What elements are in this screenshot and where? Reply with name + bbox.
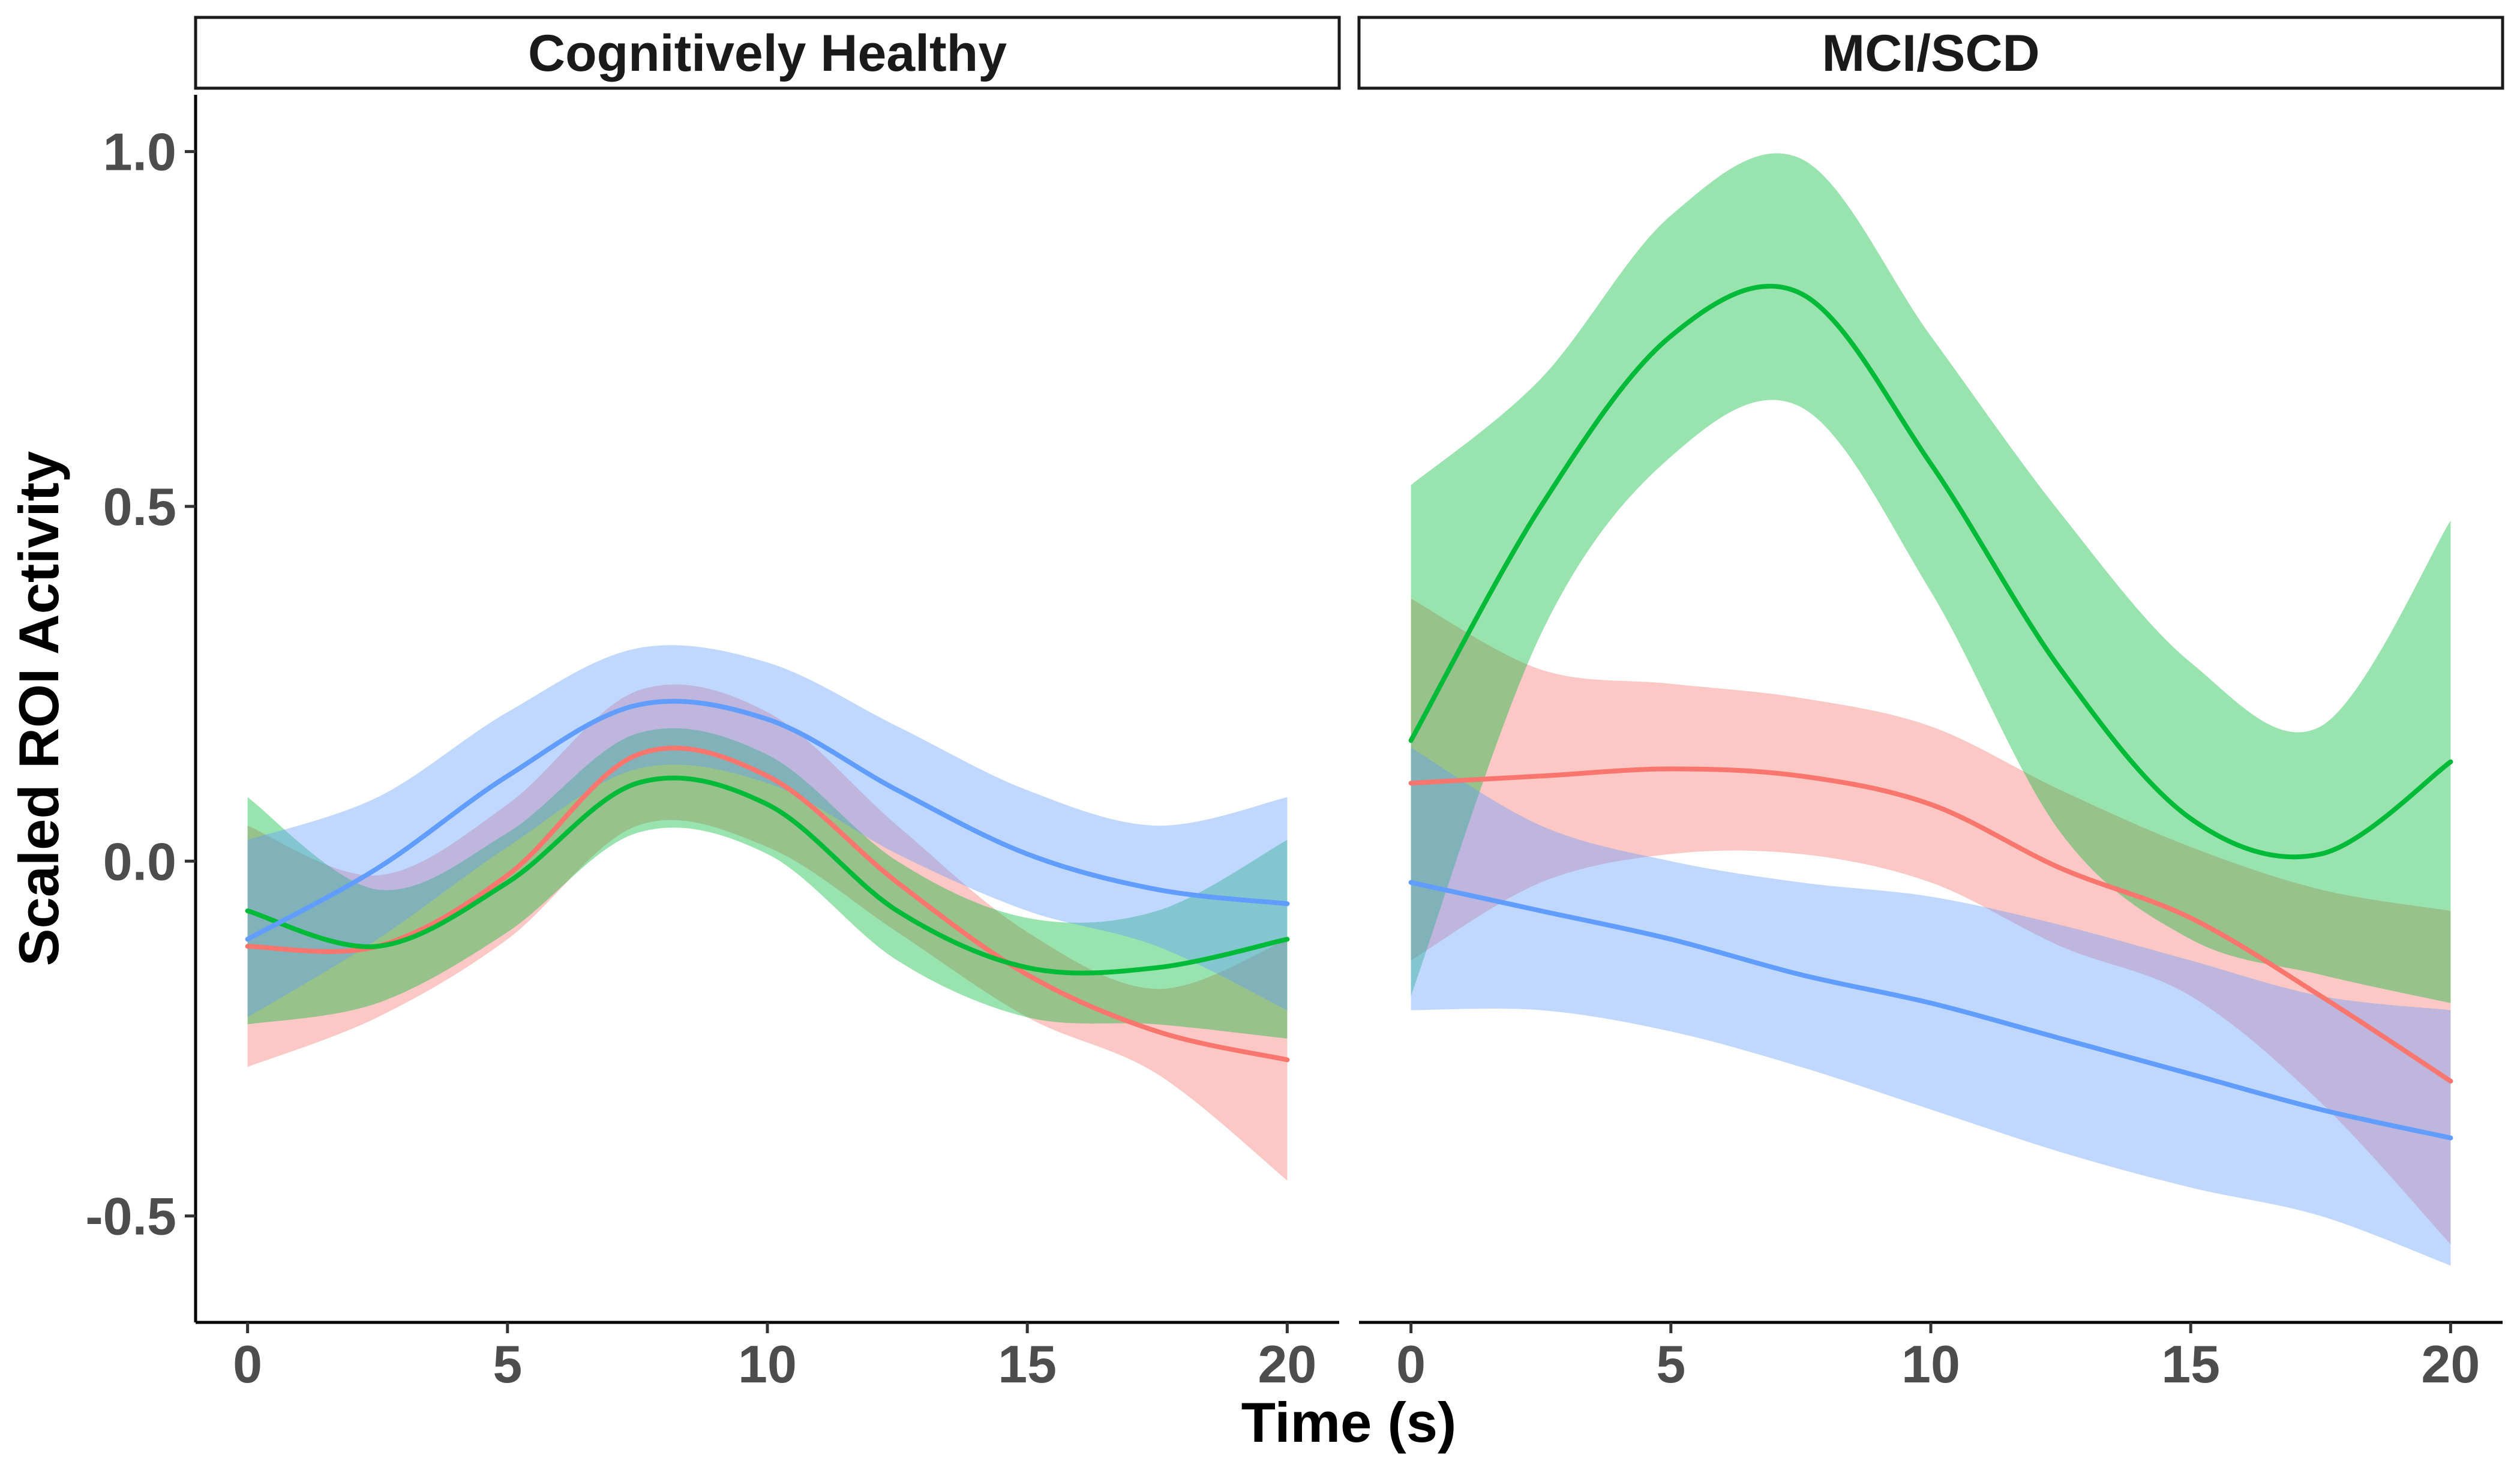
x-tick-label: 10 xyxy=(1901,1334,1960,1394)
series-lines xyxy=(1408,283,2453,1141)
confidence-band-3 xyxy=(1411,748,2451,1266)
y-tick-label: -0.5 xyxy=(85,1187,176,1246)
series-line-3 xyxy=(245,698,1290,942)
x-tick-label: 10 xyxy=(738,1334,797,1394)
panel-cognitively-healthy: Cognitively Healthy 0 5 10 15 20 -0.5 0.0 0.5 1… xyxy=(85,16,1341,1394)
confidence-band-3 xyxy=(247,645,1288,1018)
x-tick-label: 20 xyxy=(2421,1334,2480,1394)
x-tick-label: 20 xyxy=(1258,1334,1316,1394)
confidence-band-1 xyxy=(1411,598,2451,1244)
y-tick-label: 0.0 xyxy=(103,832,176,891)
confidence-bands xyxy=(1411,153,2451,1266)
x-axis-title: Time (s) xyxy=(1241,1391,1457,1454)
confidence-band-2 xyxy=(247,728,1288,1039)
strip-box xyxy=(194,16,1341,90)
y-tick-label: 0.5 xyxy=(103,477,176,536)
panel-title: MCI/SCD xyxy=(1822,25,2039,82)
series-line-1 xyxy=(245,745,1290,1063)
confidence-bands xyxy=(247,645,1288,1181)
x-ticks: 0 5 10 15 20 xyxy=(233,1322,1316,1394)
x-tick-label: 15 xyxy=(998,1334,1057,1394)
x-ticks: 0 5 10 15 20 xyxy=(1396,1322,2480,1394)
x-tick-label: 15 xyxy=(2161,1334,2220,1394)
panel-mci-scd: MCI/SCD 0 5 10 15 20 xyxy=(1357,16,2504,1394)
series-line-1 xyxy=(1408,766,2453,1084)
confidence-band-2 xyxy=(1411,153,2451,1003)
strip-box xyxy=(1357,16,2504,90)
y-axis-title: Scaled ROI Activity xyxy=(7,451,70,966)
y-ticks: -0.5 0.0 0.5 1.0 xyxy=(85,122,196,1246)
panel-title: Cognitively Healthy xyxy=(528,25,1007,82)
series-line-2 xyxy=(1408,283,2453,860)
series-line-2 xyxy=(245,775,1290,976)
confidence-band-1 xyxy=(247,684,1288,1181)
series-line-3 xyxy=(1408,880,2453,1141)
y-tick-label: 1.0 xyxy=(103,122,176,182)
series-lines xyxy=(245,698,1290,1063)
x-tick-label: 5 xyxy=(1656,1334,1685,1394)
x-tick-label: 0 xyxy=(1396,1334,1426,1394)
x-tick-label: 0 xyxy=(233,1334,262,1394)
x-tick-label: 5 xyxy=(493,1334,522,1394)
